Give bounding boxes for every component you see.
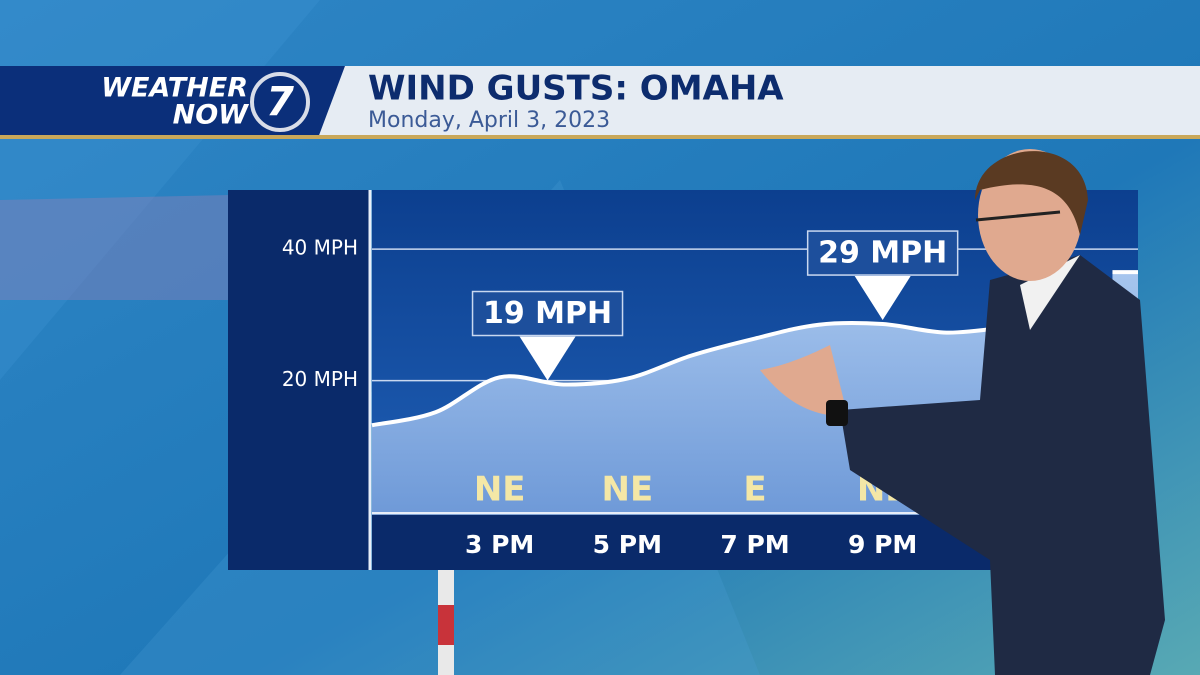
- subtitle: Monday, April 3, 2023: [368, 108, 610, 133]
- callout-label: 19 MPH: [483, 296, 612, 331]
- wind-direction: NE: [601, 470, 653, 510]
- title: WIND GUSTS: OMAHA: [368, 69, 784, 109]
- logo-word: WEATHER: [101, 73, 248, 104]
- hair: [975, 151, 1088, 235]
- bg-shape: [0, 195, 230, 300]
- collar: [1020, 255, 1080, 330]
- y-tick-label: 40 MPH: [282, 236, 358, 260]
- y-label-panel: [228, 190, 370, 570]
- x-tick-label: 9 PM: [848, 530, 917, 559]
- x-tick-label: 7 PM: [720, 530, 789, 559]
- logo-circle: [250, 72, 310, 132]
- suit: [840, 255, 1165, 675]
- callout-pointer: [519, 336, 576, 381]
- line: [371, 270, 1138, 428]
- logo-number: 7: [266, 79, 294, 125]
- pole-band: [438, 605, 454, 645]
- wind-direction: E: [743, 470, 766, 510]
- x-tick-label: 5 PM: [593, 530, 662, 559]
- callout-pointer: [854, 276, 911, 321]
- header-rule: [0, 135, 1200, 139]
- presenter: [760, 149, 1165, 675]
- glasses: [975, 210, 1061, 222]
- wind-direction: NE: [474, 470, 526, 510]
- x-tick-label: 3 PM: [465, 530, 534, 559]
- callout-box: [471, 290, 624, 337]
- logo-word: NOW: [173, 100, 250, 131]
- callout-label: 29 MPH: [818, 236, 947, 271]
- y-tick-label: 20 MPH: [282, 367, 358, 391]
- callout-box: [806, 230, 959, 276]
- hand: [760, 345, 845, 415]
- watch: [826, 400, 848, 426]
